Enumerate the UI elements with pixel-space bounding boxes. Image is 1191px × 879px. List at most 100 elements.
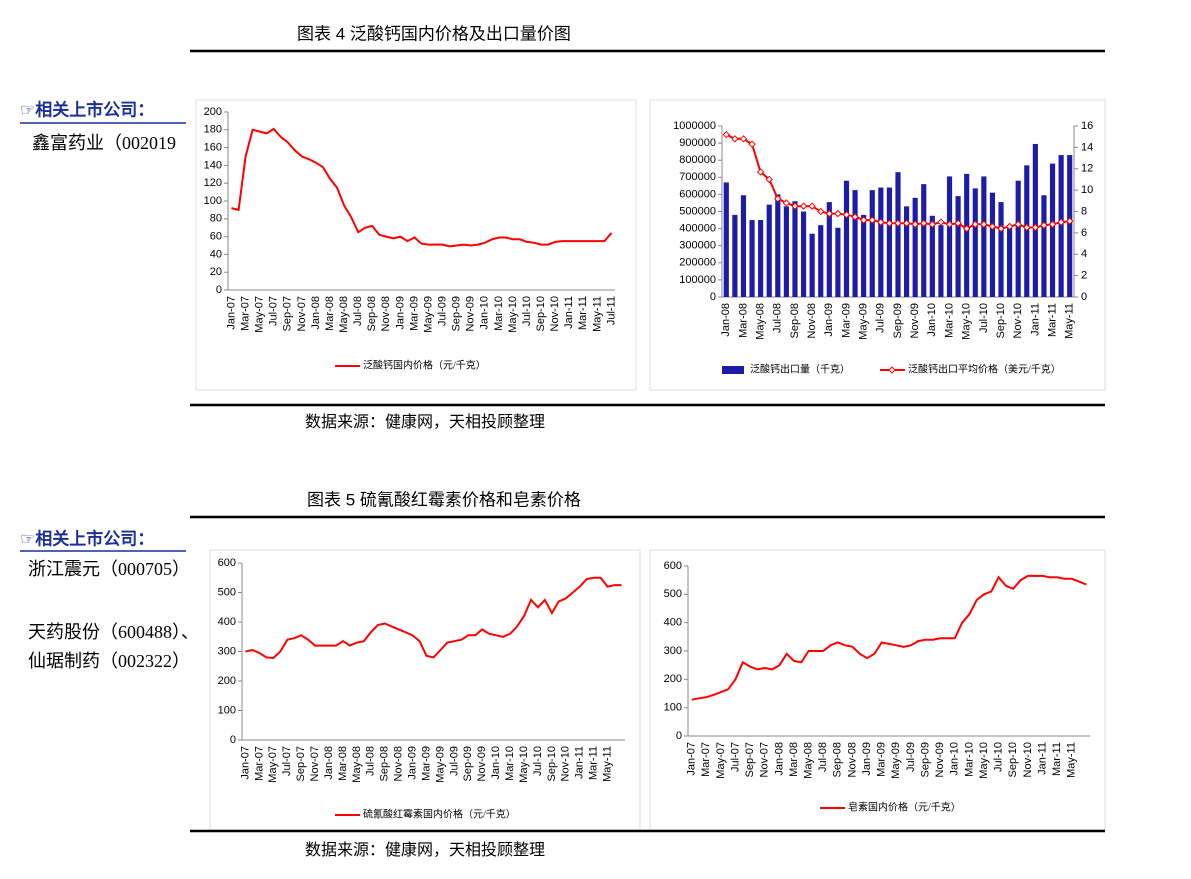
x-tick-label: Sep-08 [789,303,801,338]
x-tick-label: Sep-08 [832,742,844,777]
related-label: ☞相关上市公司： [20,99,154,119]
chart-frame [649,99,1106,391]
marker [997,224,1005,233]
marker [962,224,971,233]
bar [1007,225,1013,297]
y-tick-label: 500 [664,588,682,600]
bar [792,201,798,297]
bar [998,202,1004,297]
marker [834,209,842,218]
bar [981,176,987,297]
x-tick-label: Nov-08 [393,746,405,781]
bar [861,214,867,297]
x-tick-label: May-11 [1064,303,1076,339]
x-tick-label: Sep-07 [744,742,756,777]
chart-frame [209,549,641,831]
x-tick-label: May-11 [591,296,603,332]
x-tick-label: May-10 [978,742,990,779]
company: 鑫富药业（002019 [32,133,176,153]
marker [1014,220,1022,229]
bar [912,197,918,297]
bar [869,190,875,297]
chart-frame [649,549,1106,831]
x-tick-label: May-09 [890,742,902,779]
legend-marker [888,366,896,374]
x-tick-label: Sep-10 [995,303,1007,338]
x-tick-label: Jul-07 [281,746,293,776]
y-tick-label: 800000 [679,154,716,166]
y2-tick-label: 0 [1081,291,1087,303]
bar [1015,180,1021,297]
y-tick-label: 400 [664,617,682,629]
y-tick-label: 60 [210,231,222,243]
x-tick-label: Jan-09 [394,296,406,330]
x-tick-label: Nov-07 [296,296,308,331]
marker [799,202,808,210]
x-tick-label: Mar-10 [943,303,955,338]
x-tick-label: Jul-08 [817,742,829,772]
figure-title: 图表 5 硫氰酸红霉素价格和皂素价格 [307,490,581,509]
y-tick-label: 300 [218,645,236,657]
x-tick-label: Jul-09 [448,746,460,776]
x-tick-label: Mar-09 [840,303,852,338]
y2-tick-label: 8 [1081,205,1087,217]
x-tick-label: Sep-10 [535,296,547,331]
company: 天药股份（600488）、 [28,622,199,642]
y-tick-label: 0 [230,734,236,746]
x-tick-label: Jul-07 [729,742,741,772]
y2-tick-label: 16 [1081,120,1093,132]
marker [971,220,979,229]
bar [1041,195,1047,297]
x-tick-label: May-10 [961,303,973,340]
x-tick-label: Jan-08 [323,746,335,780]
related-label: ☞相关上市公司： [20,528,154,548]
y2-tick-label: 14 [1081,141,1093,153]
x-tick-label: Mar-08 [737,303,749,338]
marker [1057,218,1065,226]
x-tick-label: Sep-10 [546,746,558,781]
x-tick-label: Jul-08 [772,303,784,333]
x-tick-label: Jul-09 [437,296,449,326]
x-tick-label: Mar-11 [577,296,589,330]
y-tick-label: 20 [210,266,222,278]
x-tick-label: Sep-10 [1007,742,1019,777]
bar [921,184,927,297]
x-tick-label: Jan-09 [407,746,419,780]
figure-title: 图表 4 泛酸钙国内价格及出口量价图 [297,24,571,43]
y-tick-label: 200 [204,106,222,118]
bar [1032,143,1038,297]
marker [791,202,799,210]
marker [765,175,773,184]
x-tick-label: Nov-10 [1012,303,1024,338]
line [691,574,1087,701]
bar [895,172,901,297]
marker [748,140,756,148]
bar [835,227,841,297]
marker [817,207,825,216]
bar [723,182,729,297]
company: 仙琚制药（002322） [28,651,190,671]
bar [783,206,789,297]
bar [766,204,772,297]
bar [989,192,996,297]
marker [851,213,859,221]
x-tick-label: Mar-11 [588,746,600,780]
bar [809,233,815,297]
y-tick-label: 300 [664,645,682,657]
x-tick-label: Jul-10 [532,746,544,776]
y-tick-label: 200 [218,675,236,687]
legend-label: 泛酸钙国内价格（元/千克） [363,358,486,371]
y2-tick-label: 6 [1081,227,1087,239]
y-tick-label: 900000 [679,137,716,149]
x-tick-label: Nov-10 [560,746,572,781]
y-tick-label: 100000 [679,274,716,286]
marker [782,199,791,207]
x-tick-label: Sep-07 [295,746,307,781]
y2-tick-label: 4 [1081,248,1087,260]
marker [774,194,782,203]
x-tick-label: May-09 [858,303,870,340]
bar [929,215,935,297]
marker [937,218,945,226]
x-tick-label: Mar-07 [239,296,251,331]
x-tick-label: Nov-10 [549,296,561,331]
